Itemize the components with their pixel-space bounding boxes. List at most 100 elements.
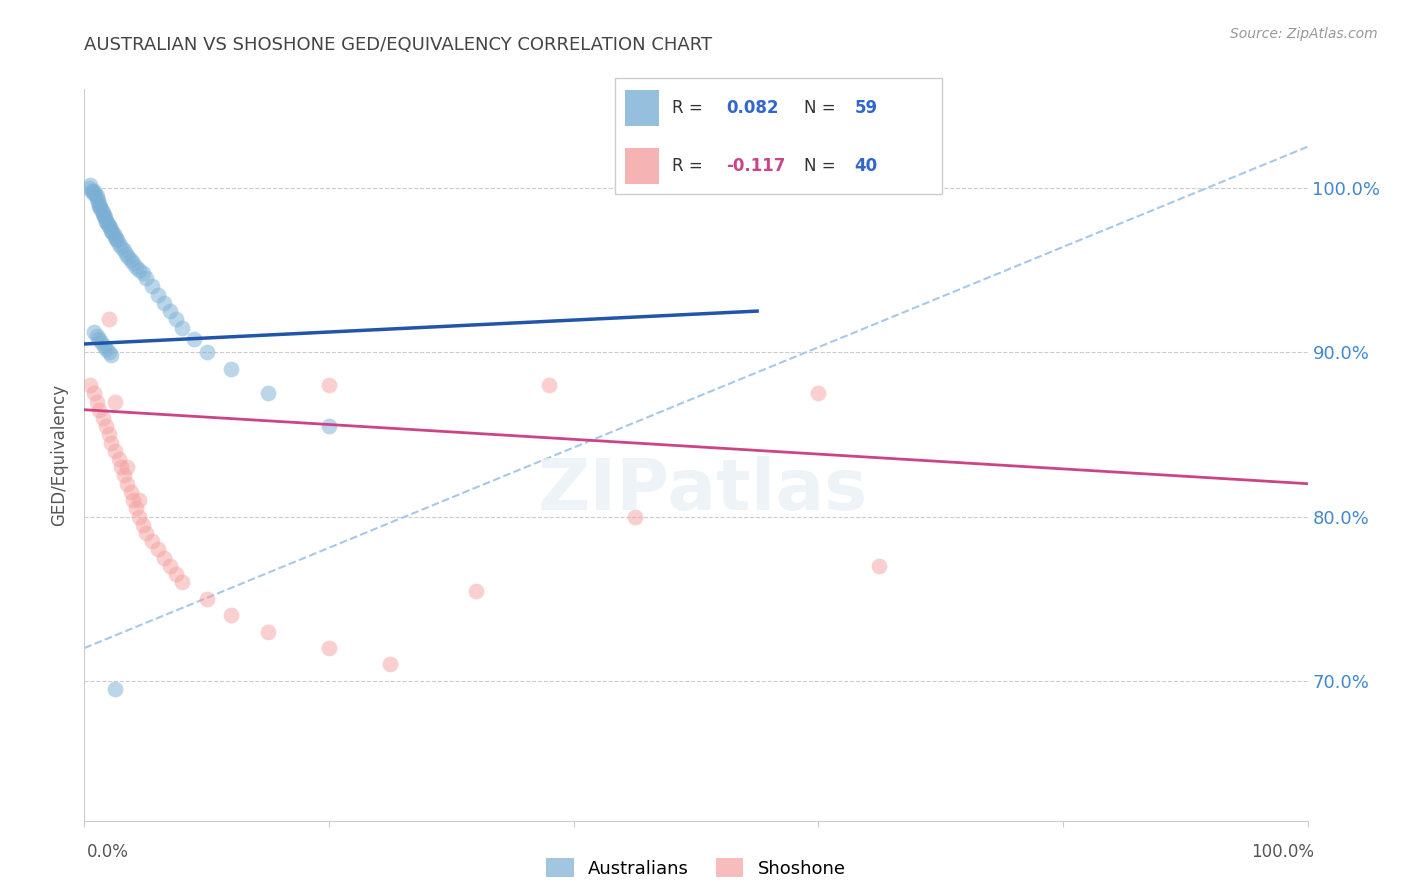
Point <box>165 312 187 326</box>
Point <box>219 361 242 376</box>
Point <box>115 246 138 260</box>
Point <box>98 220 121 235</box>
Point <box>90 202 112 217</box>
Point <box>135 271 157 285</box>
Point <box>115 476 138 491</box>
Point <box>97 427 120 442</box>
Point <box>219 608 242 623</box>
Point <box>97 217 120 231</box>
Point <box>807 386 830 401</box>
Point <box>318 378 340 392</box>
Point <box>183 332 205 346</box>
Point <box>97 219 120 233</box>
Text: ZIPatlas: ZIPatlas <box>538 456 868 525</box>
FancyBboxPatch shape <box>614 78 942 194</box>
Text: -0.117: -0.117 <box>727 157 786 175</box>
Point <box>112 468 135 483</box>
Point <box>94 211 117 225</box>
Point <box>153 550 176 565</box>
Point <box>100 435 122 450</box>
Text: R =: R = <box>672 99 709 118</box>
Point <box>86 394 108 409</box>
Point <box>87 332 110 346</box>
Point <box>91 207 114 221</box>
Y-axis label: GED/Equivalency: GED/Equivalency <box>51 384 69 526</box>
Point <box>172 320 194 334</box>
Text: Source: ZipAtlas.com: Source: ZipAtlas.com <box>1230 27 1378 41</box>
Point <box>110 460 132 475</box>
Point <box>77 181 100 195</box>
Point <box>87 402 110 417</box>
Point <box>105 234 128 248</box>
Point <box>82 186 104 200</box>
Point <box>104 443 127 458</box>
Point <box>97 312 120 326</box>
Point <box>105 232 128 246</box>
Point <box>90 335 112 350</box>
Text: 0.082: 0.082 <box>727 99 779 118</box>
Point <box>96 342 118 356</box>
Point <box>96 215 118 229</box>
Point <box>132 266 155 280</box>
Point <box>91 411 114 425</box>
Point <box>128 509 150 524</box>
Point <box>538 378 561 392</box>
Point <box>79 178 101 192</box>
Point <box>120 484 142 499</box>
Point <box>257 386 280 401</box>
Point <box>86 328 108 343</box>
Text: 100.0%: 100.0% <box>1251 843 1315 861</box>
Point <box>122 493 145 508</box>
Point <box>93 209 115 223</box>
Point <box>83 326 105 340</box>
Point <box>195 591 218 606</box>
Point <box>464 583 486 598</box>
Point <box>165 567 187 582</box>
Text: 59: 59 <box>855 99 877 118</box>
Point <box>172 575 194 590</box>
Point <box>146 542 169 557</box>
Point <box>103 227 125 241</box>
Point <box>91 205 114 219</box>
Point <box>87 194 110 208</box>
Point <box>93 338 115 352</box>
Point <box>100 223 122 237</box>
Point <box>128 263 150 277</box>
Point <box>146 287 169 301</box>
Point <box>153 296 176 310</box>
Point <box>141 279 163 293</box>
Point <box>125 501 148 516</box>
Point <box>89 201 111 215</box>
Point <box>257 624 280 639</box>
Point <box>122 256 145 270</box>
Point <box>83 386 105 401</box>
Point <box>96 213 118 227</box>
Text: N =: N = <box>804 99 841 118</box>
Point <box>86 189 108 203</box>
Point <box>104 394 127 409</box>
Text: N =: N = <box>804 157 841 175</box>
Point <box>318 419 340 434</box>
Legend: Australians, Shoshone: Australians, Shoshone <box>540 851 852 885</box>
Point <box>135 526 157 541</box>
Point <box>101 225 124 239</box>
Point <box>624 509 647 524</box>
Point <box>117 250 139 264</box>
Point <box>107 452 129 467</box>
Point <box>83 184 105 198</box>
Point <box>125 260 148 274</box>
Point <box>380 657 402 672</box>
Point <box>80 184 103 198</box>
Point <box>159 558 181 573</box>
Point <box>86 192 108 206</box>
Point <box>104 682 127 697</box>
Point <box>318 641 340 656</box>
Point <box>104 230 127 244</box>
Point <box>128 493 150 508</box>
Text: 0.0%: 0.0% <box>87 843 129 861</box>
Point <box>112 244 135 258</box>
Text: 40: 40 <box>855 157 877 175</box>
Point <box>120 253 142 268</box>
Point <box>87 197 110 211</box>
Point <box>107 236 129 251</box>
